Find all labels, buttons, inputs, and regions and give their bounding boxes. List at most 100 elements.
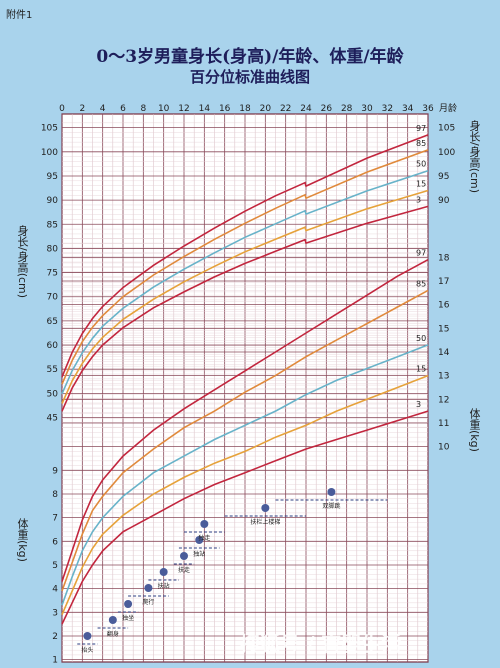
x-tick-10: 10 — [158, 104, 170, 114]
weight-series-label-3: 3 — [416, 400, 421, 409]
weight-series-label-97: 97 — [416, 249, 426, 258]
height-tick-90: 90 — [47, 196, 59, 206]
x-tick-24: 24 — [300, 104, 312, 114]
weight-tick-4: 4 — [52, 585, 58, 595]
height-series-label-85: 85 — [416, 139, 426, 148]
milestone-label-7: 独走 — [198, 534, 210, 542]
weight-tick-3: 3 — [52, 608, 58, 618]
milestone-figure-8 — [261, 504, 270, 512]
x-tick-8: 8 — [140, 104, 146, 114]
milestone-label-2: 独坐 — [122, 614, 134, 622]
milestone-label-4: 扶站 — [158, 582, 170, 590]
weight-series-3 — [61, 410, 429, 625]
x-tick-34: 34 — [402, 104, 414, 114]
height-tick-50: 50 — [47, 389, 59, 399]
height-tick-45: 45 — [47, 414, 58, 424]
milestone-label-3: 爬行 — [142, 598, 154, 606]
milestone-label-9: 双脚跳 — [322, 502, 340, 510]
weight-axis-label: 体重(kg) — [16, 518, 29, 562]
x-tick-0: 0 — [59, 104, 65, 114]
height-tick-85: 85 — [47, 220, 58, 230]
weight-tick-7: 7 — [52, 514, 58, 524]
height-axis-label-right: 身长/身高(cm) — [468, 120, 481, 194]
weight-tick-right-16: 16 — [438, 301, 450, 311]
milestone-figure-3 — [144, 584, 153, 592]
height-series-50 — [61, 169, 429, 395]
weight-tick-right-12: 12 — [438, 395, 449, 405]
x-tick-4: 4 — [100, 104, 106, 114]
height-axis-label: 身长/身高(cm) — [16, 225, 29, 299]
weight-tick-right-10: 10 — [438, 443, 450, 453]
weight-tick-right-15: 15 — [438, 324, 449, 334]
x-tick-28: 28 — [341, 104, 353, 114]
height-tick-right-90: 90 — [438, 196, 450, 206]
x-tick-32: 32 — [382, 104, 393, 114]
height-tick-right-105: 105 — [438, 124, 455, 134]
milestone-label-1: 翻身 — [107, 630, 119, 638]
milestone-label-0: 抬头 — [81, 646, 93, 654]
milestone-label-8: 扶栏上楼梯 — [250, 518, 280, 526]
weight-series-label-15: 15 — [416, 365, 426, 374]
x-tick-30: 30 — [361, 104, 373, 114]
height-series-label-3: 3 — [416, 195, 421, 204]
height-series-3 — [61, 205, 429, 412]
height-tick-105: 105 — [41, 124, 58, 134]
weight-axis-label-right: 体重(kg) — [468, 408, 481, 452]
weight-tick-right-13: 13 — [438, 372, 449, 382]
height-series-15 — [61, 189, 429, 404]
weight-tick-9: 9 — [52, 466, 58, 476]
weight-tick-5: 5 — [52, 561, 58, 571]
weight-series-15 — [61, 374, 429, 616]
height-tick-100: 100 — [41, 148, 58, 158]
weight-series-97 — [61, 258, 429, 582]
milestone-figure-2 — [124, 600, 133, 608]
milestone-label-6: 独站 — [193, 550, 205, 558]
height-series-97 — [61, 134, 429, 378]
weight-tick-right-18: 18 — [438, 253, 450, 263]
watermark: 搜狐号 / 育婴生活 — [240, 632, 402, 656]
x-tick-12: 12 — [178, 104, 189, 114]
weight-series-label-50: 50 — [416, 334, 426, 343]
weight-tick-6: 6 — [52, 537, 58, 547]
x-tick-22: 22 — [280, 104, 291, 114]
x-tick-6: 6 — [120, 104, 126, 114]
height-tick-80: 80 — [47, 244, 59, 254]
height-series-label-50: 50 — [416, 160, 426, 169]
x-tick-20: 20 — [260, 104, 272, 114]
weight-tick-1: 1 — [52, 656, 58, 666]
weight-tick-right-14: 14 — [438, 348, 450, 358]
height-tick-65: 65 — [47, 317, 58, 327]
height-tick-95: 95 — [47, 172, 58, 182]
height-tick-55: 55 — [47, 365, 58, 375]
height-tick-70: 70 — [47, 293, 59, 303]
milestone-figure-5 — [180, 552, 188, 560]
height-tick-60: 60 — [47, 341, 59, 351]
chart-title: 0～3岁男童身长(身高)/年龄、体重/年龄 — [96, 47, 404, 67]
weight-tick-2: 2 — [52, 632, 58, 642]
height-series-label-15: 15 — [416, 179, 426, 188]
milestone-label-5: 扶走 — [178, 566, 190, 574]
height-tick-75: 75 — [47, 269, 58, 279]
attachment-label: 附件1 — [6, 10, 33, 21]
weight-tick-8: 8 — [52, 490, 58, 500]
milestone-figure-7 — [200, 520, 209, 528]
milestone-figure-6 — [195, 536, 204, 544]
weight-tick-right-11: 11 — [438, 419, 449, 429]
weight-series-50 — [61, 344, 429, 606]
x-tick-16: 16 — [219, 104, 231, 114]
milestone-figure-1 — [108, 616, 117, 624]
chart-subtitle: 百分位标准曲线图 — [189, 68, 310, 86]
x-tick-18: 18 — [239, 104, 251, 114]
milestone-figure-0 — [83, 632, 92, 640]
x-tick-36: 36 — [422, 104, 434, 114]
weight-tick-right-17: 17 — [438, 277, 449, 287]
height-tick-right-100: 100 — [438, 148, 455, 158]
x-axis-unit: 月龄 — [439, 102, 457, 114]
weight-series-85 — [61, 289, 429, 592]
height-series-85 — [61, 149, 429, 385]
x-tick-14: 14 — [199, 104, 211, 114]
x-tick-26: 26 — [321, 104, 333, 114]
milestone-figure-4 — [159, 568, 168, 576]
x-tick-2: 2 — [79, 104, 85, 114]
